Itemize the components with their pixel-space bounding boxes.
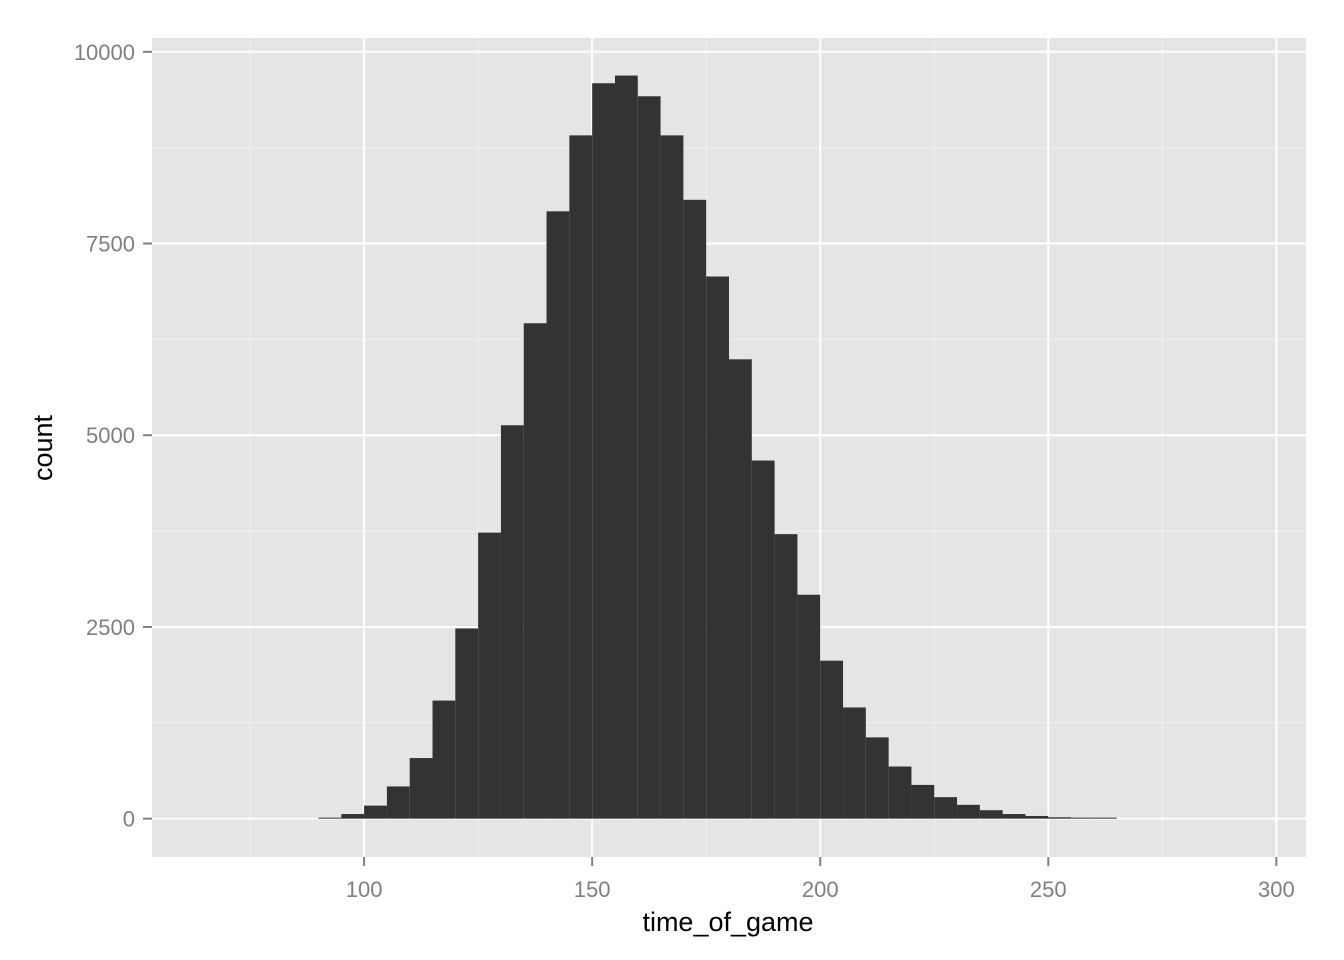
histogram-bar [1002,814,1026,819]
y-axis-title: count [28,414,58,481]
x-tick-label: 150 [574,877,611,902]
x-tick-label: 300 [1258,877,1295,902]
histogram-bar [1048,817,1072,819]
histogram-bar [364,805,387,819]
histogram-bar [409,758,433,819]
histogram-bar [888,766,912,819]
histogram-bar [500,425,524,819]
y-tick-label: 2500 [86,615,135,640]
histogram-bar [569,135,593,819]
histogram-bar [455,628,479,819]
histogram-bar [432,700,456,819]
histogram-bar [523,323,547,819]
histogram-bar [341,814,365,819]
histogram-bar [774,534,798,819]
y-tick-label: 0 [123,807,135,832]
histogram-bar [1025,815,1049,819]
histogram-bar [660,135,684,819]
histogram-bar [820,660,844,819]
y-tick-label: 5000 [86,423,135,448]
histogram-bar [751,460,775,819]
histogram-bar [1093,817,1117,819]
histogram-bar [979,810,1003,819]
histogram-bar [386,786,410,819]
histogram-bar [478,532,501,819]
histogram-bars [318,75,1117,819]
histogram-bar [592,83,615,819]
x-axis: 100 150 200 250 300 [346,857,1295,902]
histogram-bar [1071,817,1094,819]
histogram-bar [797,594,821,819]
histogram-bar [865,737,889,819]
histogram-bar [957,804,980,819]
histogram-bar [706,276,729,819]
x-tick-label: 200 [802,877,839,902]
y-tick-label: 7500 [86,232,135,257]
histogram-bar [318,817,342,819]
histogram-bar [546,211,570,819]
histogram-bar [683,199,707,819]
x-tick-label: 250 [1030,877,1067,902]
histogram-bar [911,784,935,819]
histogram-bar [934,797,958,819]
histogram-bar [843,707,866,819]
histogram-bar [729,359,752,819]
histogram-bar [614,75,638,819]
y-tick-label: 10000 [74,40,135,65]
x-tick-label: 100 [346,877,383,902]
histogram-bar [637,96,661,819]
x-axis-title: time_of_game [642,907,813,937]
y-axis: 0 2500 5000 7500 10000 [74,40,152,832]
